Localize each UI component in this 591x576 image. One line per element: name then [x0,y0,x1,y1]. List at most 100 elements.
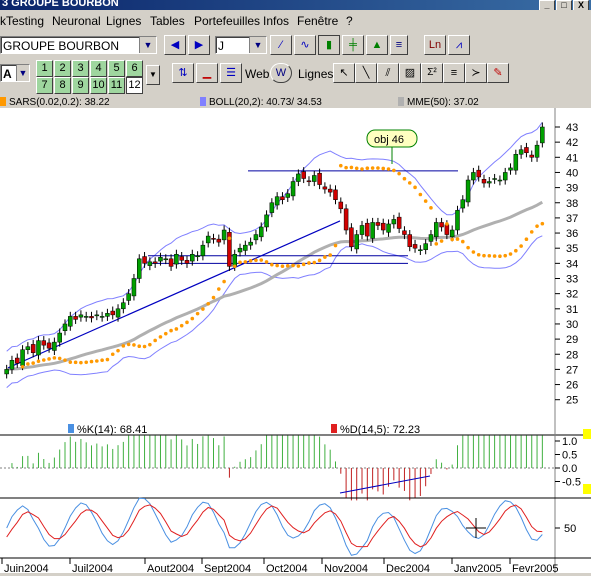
chevron-down-icon[interactable]: ▼ [139,37,156,53]
cursor-icon[interactable]: ↖ [333,63,355,83]
candle-body [497,179,503,182]
horizontal-lines-icon[interactable]: ≡ [443,63,465,83]
sar-dot [126,342,131,347]
bars-icon[interactable]: ☰ [220,63,242,83]
stoch-d-label: %D(14,5): 72.23 [340,424,420,436]
number-button-6[interactable]: 6 [126,60,143,77]
sort-arrows-icon[interactable]: ⇅ [172,63,194,83]
candle-body [327,188,333,193]
chevron-down-icon[interactable]: ▼ [16,65,29,81]
sar-dot [471,250,476,254]
osc-marker-top [583,429,591,439]
letter-combo[interactable]: A ▼ [0,64,30,82]
bar-chart-icon[interactable]: ╪ [342,35,364,55]
candle-body [152,261,158,264]
sar-dot [190,316,195,321]
line-chart-icon[interactable]: ⁄ [270,35,292,55]
web-globe-icon[interactable]: W [270,63,292,83]
sar-dot [79,360,83,365]
symbol-combo[interactable]: GROUPE BOURBON ▼ [0,36,157,54]
candle-body [83,316,89,318]
period-combo[interactable]: J ▼ [215,36,267,54]
number-button-3[interactable]: 3 [72,60,89,77]
sar-dot [482,253,486,258]
next-arrow-icon[interactable]: ▶ [188,35,210,55]
window-controls: _ □ X [538,0,589,10]
menu-help[interactable]: ? [346,14,353,28]
menu-infos[interactable]: Infos [263,14,290,28]
y-tick-label: 39 [566,183,578,195]
menu-fenetre[interactable]: Fenêtre [297,14,339,28]
candle-body [529,154,534,158]
candle-body [73,316,78,320]
line-tool-icon[interactable]: ╲ [355,63,377,83]
sar-dot [254,258,258,263]
sar-dot [179,323,184,328]
candle-body [9,360,15,370]
menu-bar: kTesting Neuronal Lignes Tables Portefeu… [0,11,591,31]
lignes-label: Lignes [298,67,334,81]
underline-icon[interactable]: ▁ [196,63,218,83]
price-chart-svg[interactable]: obj 46 43 42 41 40 39 38 37 36 35 34 33 32 31 30 29 28 2… [0,108,591,575]
menu-backtesting[interactable]: kTesting [0,14,45,28]
angle-icon[interactable]: ≻ [465,63,487,83]
number-button-11[interactable]: 11 [108,77,125,94]
sar-dot [185,320,189,325]
menu-tables[interactable]: Tables [150,14,185,28]
sar-dot [20,364,25,369]
candle-body [68,316,73,327]
trend-icon[interactable]: ⩘ [448,35,470,55]
candle-body [41,340,47,346]
number-button-4[interactable]: 4 [90,60,107,77]
x-tick-label: Nov2004 [324,563,368,573]
menu-neuronal[interactable]: Neuronal [52,14,101,28]
parallel-lines-icon[interactable]: ⫽ [377,63,399,83]
mountain-chart-icon[interactable]: ▲ [366,35,388,55]
candle-body [428,234,434,242]
chart-area[interactable]: obj 46 43 42 41 40 39 38 37 36 35 34 33 32 31 30 29 28 2… [0,108,591,575]
y-tick-label: 27 [566,364,578,376]
chevron-down-icon[interactable]: ▼ [146,65,160,85]
y-tick-label: 42 [566,137,578,149]
chevron-down-icon[interactable]: ▼ [249,37,266,53]
sar-dot [370,166,375,170]
candle-body [274,196,280,206]
candle-body [269,202,275,213]
eraser-icon[interactable]: ✎ [487,63,509,83]
number-button-8[interactable]: 8 [54,77,71,94]
menu-lignes[interactable]: Lignes [106,14,142,28]
number-button-9[interactable]: 9 [72,77,89,94]
candle-body [115,308,121,318]
close-button[interactable]: X [573,0,589,10]
previous-arrow-icon[interactable]: ◀ [164,35,186,55]
number-button-10[interactable]: 10 [90,77,107,94]
sar-dot [248,259,253,263]
sigma-icon[interactable]: Σ² [421,63,443,83]
number-button-5[interactable]: 5 [108,60,125,77]
y-tick-label: 35 [566,243,578,255]
stoch-k-label: %K(14): 68.41 [77,424,147,436]
candle-body [455,210,460,231]
candle-body [4,369,9,375]
candlestick-icon[interactable]: ▮ [318,35,340,55]
sar-dot [338,163,343,168]
number-button-2[interactable]: 2 [54,60,71,77]
channel-icon[interactable]: ▨ [399,63,421,83]
sar-dot [344,165,348,170]
zigzag-chart-icon[interactable]: ∿ [294,35,316,55]
candle-body [110,310,115,316]
candle-body [15,357,20,364]
sar-dot [201,307,205,311]
log-scale-icon[interactable]: Ln [424,35,446,55]
sar-dot [301,262,306,267]
sar-dot [63,358,67,362]
number-button-12[interactable]: 12 [126,77,143,94]
x-tick-label: Fevr2005 [512,563,558,573]
maximize-button[interactable]: □ [556,0,572,10]
minimize-button[interactable]: _ [539,0,555,10]
menu-portefeuilles[interactable]: Portefeuilles [194,14,261,28]
number-button-1[interactable]: 1 [36,60,53,77]
chart-menu-icon[interactable]: ≡ [390,35,408,55]
candle-body [444,224,450,235]
number-button-7[interactable]: 7 [36,77,53,94]
